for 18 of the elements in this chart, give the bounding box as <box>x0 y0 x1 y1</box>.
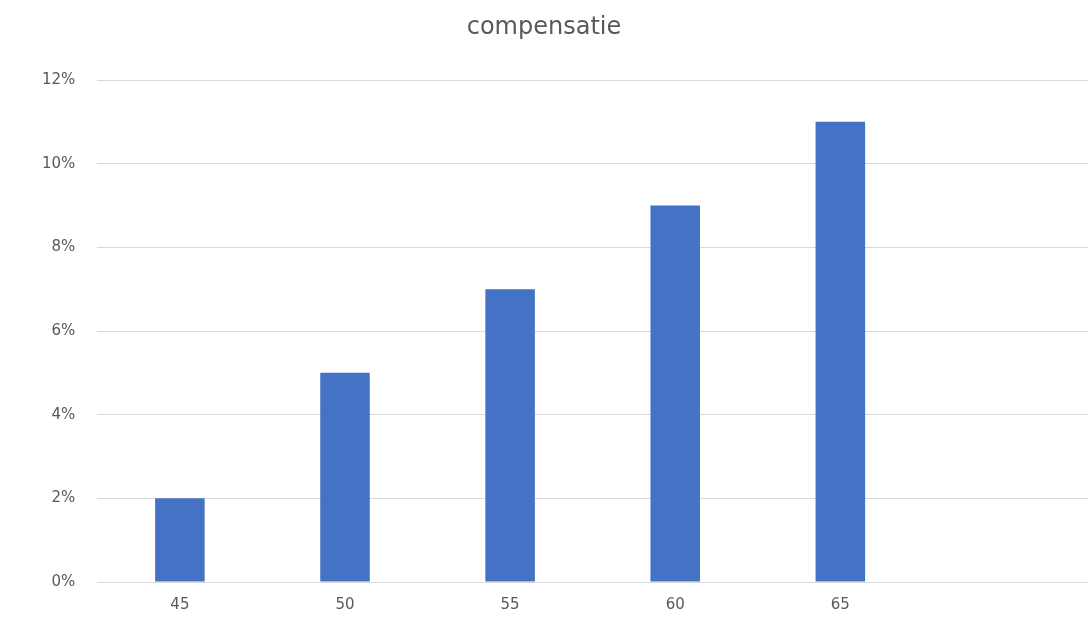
x-tick-label: 45 <box>170 594 190 613</box>
x-tick-label: 60 <box>665 594 685 613</box>
bar <box>485 289 535 582</box>
y-tick-label: 6% <box>51 320 76 339</box>
x-tick-label: 50 <box>335 594 355 613</box>
y-tick-label: 12% <box>42 69 76 88</box>
y-tick-label: 10% <box>42 153 76 172</box>
y-tick-label: 8% <box>51 237 76 256</box>
bar <box>650 205 700 582</box>
bar <box>320 372 370 582</box>
bar <box>815 121 866 582</box>
y-tick-label: 2% <box>51 488 76 507</box>
x-tick-label: 55 <box>500 594 520 613</box>
bar <box>155 498 205 582</box>
x-tick-label: 65 <box>830 594 850 613</box>
chart-title: compensatie <box>465 12 623 40</box>
y-tick-label: 4% <box>51 404 76 423</box>
y-tick-label: 0% <box>51 571 76 590</box>
